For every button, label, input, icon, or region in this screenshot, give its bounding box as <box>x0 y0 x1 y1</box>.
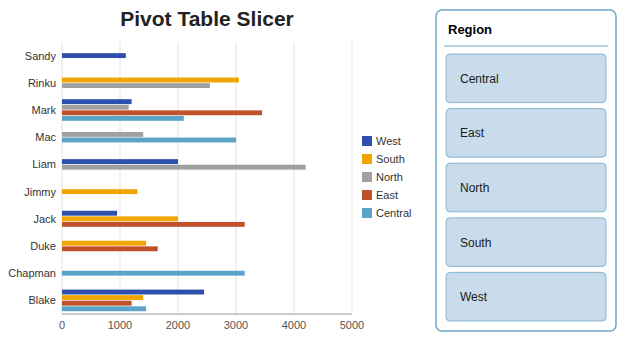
y-tick-label: Duke <box>30 240 56 252</box>
grid-line <box>294 42 295 314</box>
chart: Pivot Table Slicer 0 1000 2000 3000 4000 5000 S… <box>0 0 626 341</box>
slicer-button[interactable] <box>446 109 606 158</box>
legend-label: South <box>376 153 405 165</box>
x-tick-label: 3000 <box>224 319 248 331</box>
bar <box>62 159 178 164</box>
legend-swatch <box>362 208 372 218</box>
bar <box>62 216 178 221</box>
grid <box>62 42 352 314</box>
x-axis-line <box>62 314 352 315</box>
x-tick-label: 0 <box>59 319 65 331</box>
x-tick-label: 4000 <box>282 319 306 331</box>
bar <box>62 290 204 295</box>
slicer-button[interactable] <box>446 218 606 267</box>
bar <box>62 189 137 194</box>
slicer-item-label[interactable]: East <box>460 126 485 140</box>
bar <box>62 138 236 143</box>
legend-label: Central <box>376 207 411 219</box>
y-tick-label: Rinku <box>28 77 56 89</box>
slicer-item-label[interactable]: South <box>460 236 491 250</box>
slicer-separator <box>444 45 608 46</box>
bar <box>62 165 306 170</box>
y-tick-label: Liam <box>32 158 56 170</box>
bar <box>62 83 210 88</box>
slicer-button[interactable] <box>446 272 606 321</box>
y-tick-label: Sandy <box>25 50 57 62</box>
slicer-item-label[interactable]: West <box>460 290 488 304</box>
y-tick-label: Jimmy <box>24 186 56 198</box>
bars <box>62 53 306 311</box>
x-tick-label: 2000 <box>166 319 190 331</box>
bar <box>62 132 143 137</box>
legend: West South North East Central <box>362 135 411 219</box>
bar <box>62 241 146 246</box>
slicer-title: Region <box>448 22 492 37</box>
legend-swatch <box>362 154 372 164</box>
bar <box>62 246 158 251</box>
y-tick-label: Blake <box>28 294 56 306</box>
legend-swatch <box>362 172 372 182</box>
slicer: Region Central East North South West <box>436 10 616 331</box>
bar <box>62 222 245 227</box>
bar <box>62 99 132 104</box>
legend-swatch <box>362 190 372 200</box>
bar <box>62 105 129 110</box>
y-tick-label: Mac <box>35 131 56 143</box>
y-tick-label: Mark <box>32 104 57 116</box>
slicer-item-label[interactable]: North <box>460 181 489 195</box>
x-tick-label: 1000 <box>108 319 132 331</box>
legend-label: West <box>376 135 401 147</box>
slicer-box <box>436 10 616 331</box>
bar <box>62 306 146 311</box>
bar <box>62 301 132 306</box>
legend-label: East <box>376 189 398 201</box>
slicer-item-label[interactable]: Central <box>460 72 499 86</box>
bar <box>62 271 245 276</box>
bar <box>62 78 239 83</box>
grid-line <box>352 42 353 314</box>
y-tick-label: Chapman <box>8 267 56 279</box>
slicer-button[interactable] <box>446 54 606 103</box>
bar <box>62 116 184 121</box>
chart-title: Pivot Table Slicer <box>120 7 294 30</box>
bar <box>62 53 126 58</box>
bar <box>62 295 143 300</box>
y-tick-label: Jack <box>33 213 56 225</box>
x-tick-label: 5000 <box>340 319 364 331</box>
slicer-button[interactable] <box>446 163 606 212</box>
bar <box>62 211 117 216</box>
bar <box>62 110 262 115</box>
legend-label: North <box>376 171 403 183</box>
legend-swatch <box>362 136 372 146</box>
